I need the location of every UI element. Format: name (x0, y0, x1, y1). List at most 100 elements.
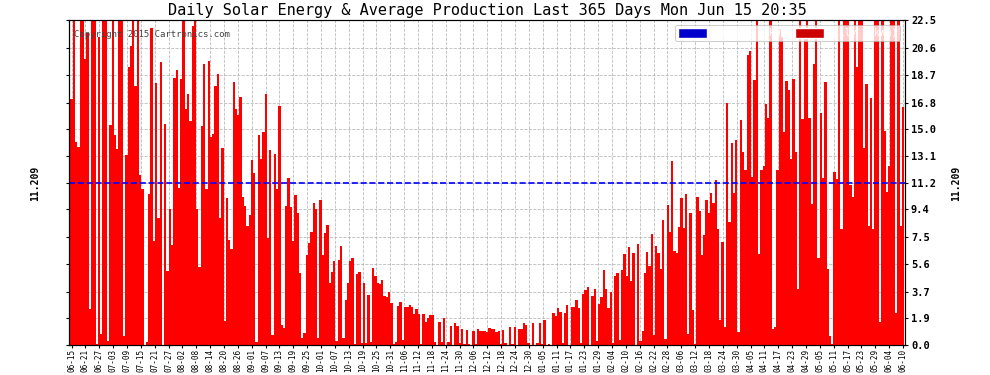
Bar (231, 249, 233, 345)
Bar (416, 309, 418, 345)
Bar (353, 344, 356, 345)
Bar (322, 255, 324, 345)
Bar (685, 194, 687, 345)
Bar (157, 218, 159, 345)
Bar (152, 242, 155, 345)
Bar (386, 297, 388, 345)
Bar (692, 310, 694, 345)
Bar (746, 55, 748, 345)
Bar (208, 61, 210, 345)
Bar (813, 64, 815, 345)
Bar (119, 18, 121, 345)
Bar (659, 270, 662, 345)
Bar (82, 13, 84, 345)
Bar (168, 209, 171, 345)
Bar (477, 330, 479, 345)
Bar (201, 126, 203, 345)
Bar (844, 13, 847, 345)
Bar (614, 276, 617, 345)
Bar (280, 325, 283, 345)
Bar (381, 280, 383, 345)
Bar (105, 13, 107, 345)
Bar (790, 159, 792, 345)
Bar (465, 330, 468, 345)
Bar (196, 209, 198, 345)
Bar (872, 230, 874, 345)
Bar (383, 296, 386, 345)
Bar (128, 67, 130, 345)
Bar (267, 238, 269, 345)
Bar (173, 78, 175, 345)
Bar (123, 336, 126, 345)
Bar (413, 314, 416, 345)
Bar (283, 328, 285, 345)
Bar (511, 344, 514, 345)
Bar (439, 322, 441, 345)
Bar (70, 99, 72, 345)
Bar (505, 343, 507, 345)
Bar (245, 206, 247, 345)
Bar (626, 276, 628, 345)
Bar (182, 13, 185, 345)
Bar (760, 171, 762, 345)
Bar (829, 336, 831, 345)
Bar (116, 148, 119, 345)
Bar (738, 332, 740, 345)
Bar (799, 13, 801, 345)
Bar (596, 341, 598, 345)
Bar (836, 179, 838, 345)
Bar (429, 315, 432, 345)
Bar (806, 13, 808, 345)
Bar (468, 344, 470, 345)
Bar (570, 307, 573, 345)
Bar (221, 148, 224, 345)
Bar (717, 229, 719, 345)
Bar (897, 13, 900, 345)
Bar (411, 306, 413, 345)
Bar (671, 161, 673, 345)
Bar (902, 107, 904, 345)
Bar (801, 119, 804, 345)
Bar (397, 306, 399, 345)
Bar (537, 343, 539, 345)
Bar (669, 231, 671, 345)
Bar (356, 274, 358, 345)
Bar (91, 13, 93, 345)
Bar (877, 13, 879, 345)
Bar (701, 255, 703, 345)
Bar (166, 271, 168, 345)
Bar (874, 13, 877, 345)
Bar (372, 267, 374, 345)
Bar (748, 51, 751, 345)
Bar (320, 200, 322, 345)
Bar (114, 135, 116, 345)
Bar (666, 205, 669, 345)
Bar (238, 114, 240, 345)
Bar (680, 198, 683, 345)
Bar (605, 289, 607, 345)
Bar (820, 113, 822, 345)
Bar (358, 272, 360, 345)
Bar (72, 13, 75, 345)
Bar (742, 152, 744, 345)
Bar (180, 79, 182, 345)
Bar (566, 305, 568, 345)
Bar (521, 329, 523, 345)
Text: 11.209: 11.209 (951, 166, 961, 201)
Bar (762, 166, 765, 345)
Bar (715, 180, 717, 345)
Bar (486, 332, 488, 345)
Bar (294, 195, 297, 345)
Bar (653, 335, 655, 345)
Bar (858, 13, 860, 345)
Bar (148, 194, 150, 345)
Bar (706, 200, 708, 345)
Bar (719, 321, 722, 345)
Bar (107, 341, 109, 345)
Bar (755, 13, 758, 345)
Bar (769, 18, 771, 345)
Bar (856, 67, 858, 345)
Bar (260, 159, 262, 345)
Bar (890, 13, 893, 345)
Bar (420, 344, 422, 345)
